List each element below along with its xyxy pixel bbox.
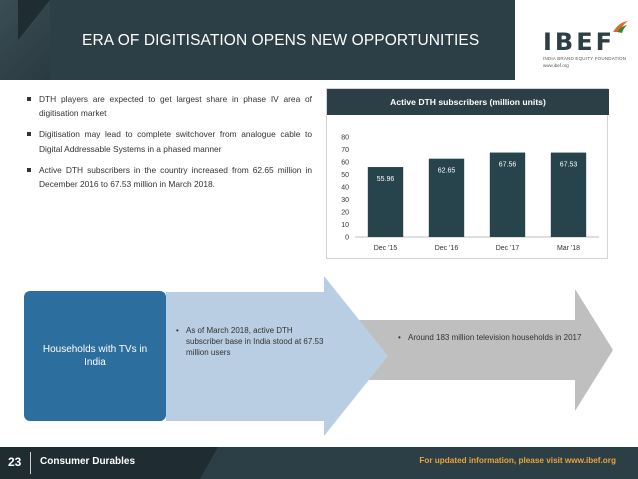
y-tick-label: 20 — [341, 210, 349, 217]
x-tick-label: Dec '16 — [435, 245, 459, 252]
footer-left-block — [0, 447, 218, 479]
bird-icon — [613, 21, 628, 33]
y-tick-label: 10 — [341, 222, 349, 229]
footer-divider — [30, 452, 31, 474]
bar-value-label: 62.65 — [438, 168, 456, 175]
section-name: Consumer Durables — [40, 456, 136, 467]
header-bar — [0, 0, 515, 80]
step2-text: Around 183 million television households… — [398, 332, 584, 343]
page-number: 23 — [8, 455, 22, 469]
y-tick-label: 60 — [341, 160, 349, 167]
households-label: Households with TVs in India — [42, 344, 148, 368]
y-tick-label: 0 — [345, 235, 349, 242]
footer-link-note[interactable]: For updated information, please visit ww… — [419, 456, 616, 465]
bullet-item: Digitisation may lead to complete switch… — [26, 127, 312, 155]
header-corner-shape — [0, 0, 50, 80]
dth-chart-panel: Active DTH subscribers (million units) 0… — [326, 88, 609, 259]
bar-value-label: 55.96 — [377, 176, 395, 183]
y-tick-label: 30 — [341, 197, 349, 204]
bullet-item: DTH players are expected to get largest … — [26, 92, 312, 120]
x-tick-label: Mar '18 — [557, 245, 580, 252]
bar — [367, 167, 404, 237]
y-tick-label: 70 — [341, 147, 349, 154]
bar — [428, 158, 465, 237]
households-box: Households with TVs in India — [24, 291, 166, 421]
bar — [489, 152, 526, 237]
y-tick-label: 40 — [341, 185, 349, 192]
y-tick-label: 80 — [341, 135, 349, 142]
x-tick-label: Dec '17 — [496, 245, 520, 252]
logo-brand-text: IBEF — [543, 28, 616, 56]
bullet-list: DTH players are expected to get largest … — [26, 92, 312, 198]
step1-text: As of March 2018, active DTH subscriber … — [176, 325, 324, 358]
chart-title: Active DTH subscribers (million units) — [327, 89, 609, 115]
bar-chart: 0 10 20 30 40 50 60 70 80 55.96 Dec '15 62.65 Dec '1… — [341, 135, 599, 252]
bar-value-label: 67.56 — [499, 162, 517, 169]
page-title: ERA OF DIGITISATION OPENS NEW OPPORTUNIT… — [82, 32, 480, 49]
bar-value-label: 67.53 — [560, 162, 578, 169]
bar — [550, 152, 587, 237]
arrow-step-2 — [330, 289, 613, 411]
bullet-item: Active DTH subscribers in the country in… — [26, 163, 312, 191]
y-tick-label: 50 — [341, 172, 349, 179]
ibef-logo[interactable]: IBEF INDIA BRAND EQUITY FOUNDATION www.i… — [515, 0, 638, 80]
x-tick-label: Dec '15 — [374, 245, 398, 252]
logo-tagline: INDIA BRAND EQUITY FOUNDATION — [543, 56, 627, 61]
logo-url: www.ibef.org — [543, 63, 569, 68]
